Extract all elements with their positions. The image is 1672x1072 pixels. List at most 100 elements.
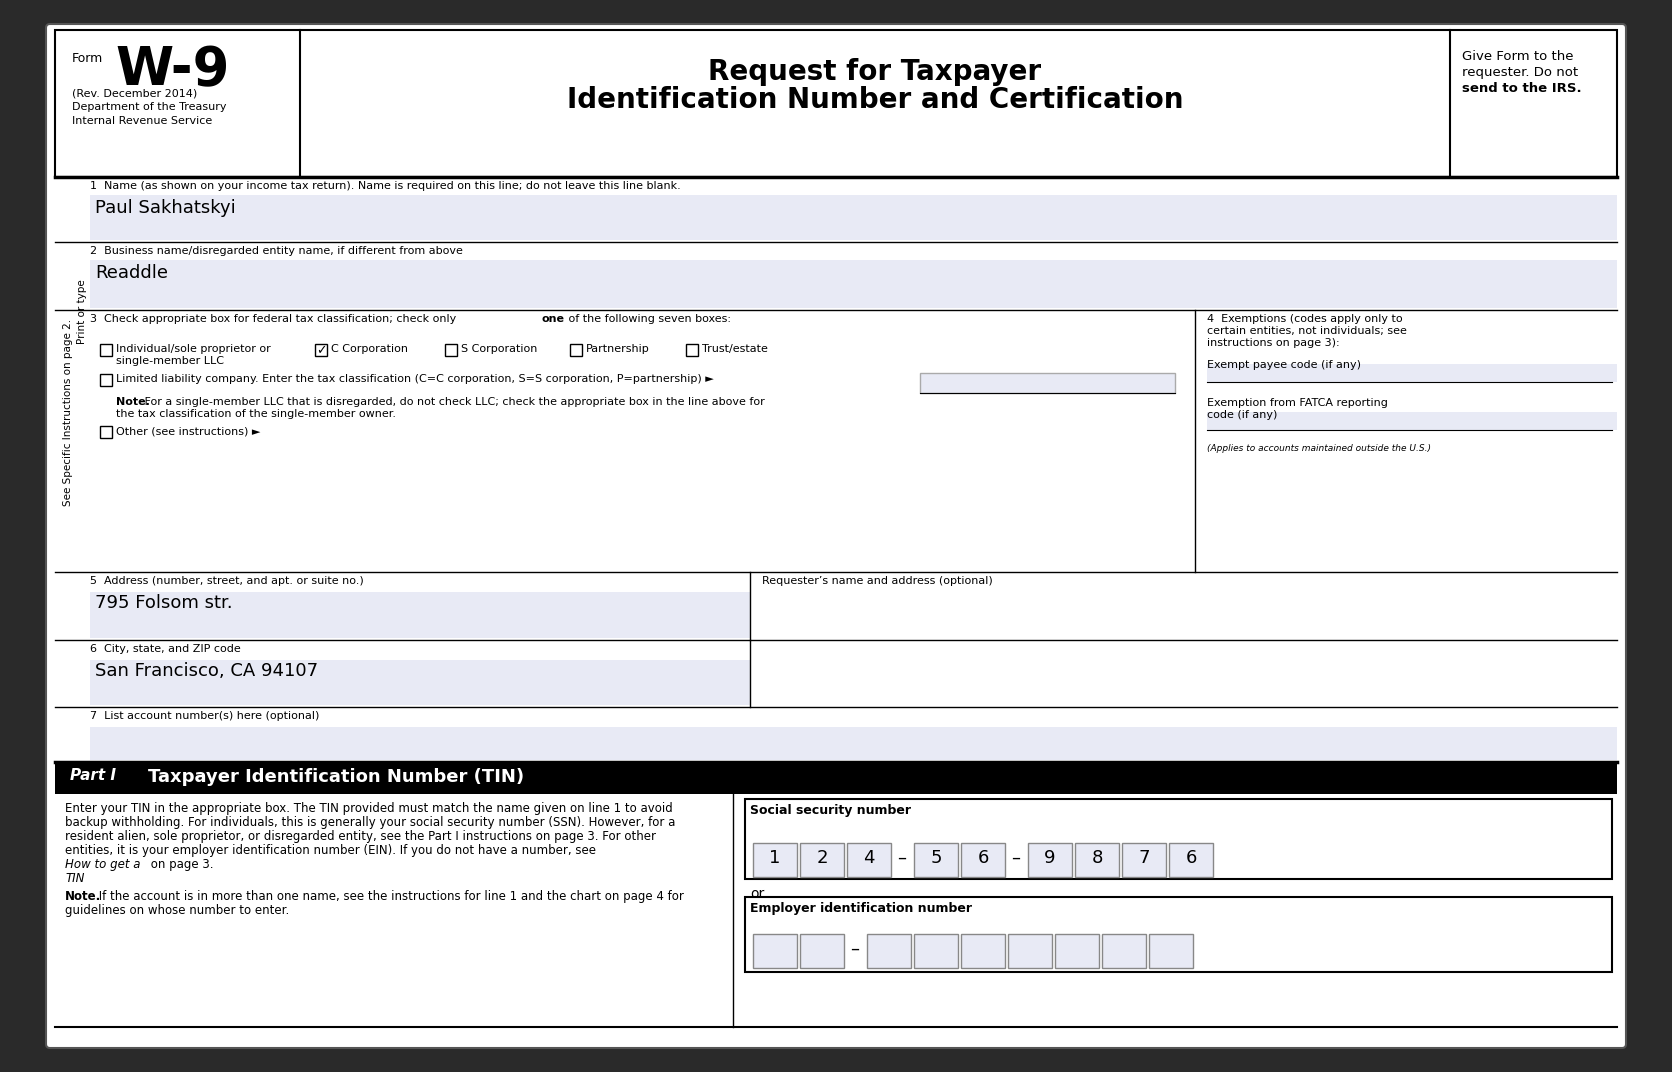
Text: backup withholding. For individuals, this is generally your social security numb: backup withholding. For individuals, thi…	[65, 816, 675, 829]
Bar	[961, 934, 1005, 968]
Text: guidelines on whose number to enter.: guidelines on whose number to enter.	[65, 904, 289, 917]
Text: Employer identification number: Employer identification number	[751, 902, 971, 915]
Text: Other (see instructions) ►: Other (see instructions) ►	[115, 426, 261, 436]
Text: Taxpayer Identification Number (TIN): Taxpayer Identification Number (TIN)	[149, 768, 523, 786]
Text: (Rev. December 2014): (Rev. December 2014)	[72, 88, 197, 98]
Text: on page 3.: on page 3.	[147, 858, 214, 870]
Text: (Applies to accounts maintained outside the U.S.): (Applies to accounts maintained outside …	[1207, 444, 1431, 453]
Text: 7  List account number(s) here (optional): 7 List account number(s) here (optional)	[90, 711, 319, 721]
Text: Department of the Treasury: Department of the Treasury	[72, 102, 226, 111]
Text: 1: 1	[769, 849, 781, 867]
Bar	[100, 374, 112, 386]
Text: Give Form to the: Give Form to the	[1461, 50, 1573, 63]
Bar	[100, 426, 112, 438]
Text: Internal Revenue Service: Internal Revenue Service	[72, 116, 212, 126]
Bar	[55, 762, 1617, 794]
Text: 5  Address (number, street, and apt. or suite no.): 5 Address (number, street, and apt. or s…	[90, 576, 364, 586]
Bar	[90, 660, 751, 705]
Bar	[1075, 843, 1119, 877]
Text: instructions on page 3):: instructions on page 3):	[1207, 338, 1339, 348]
Bar	[1149, 934, 1194, 968]
Bar	[314, 344, 328, 356]
Bar	[746, 897, 1612, 972]
Text: Note.: Note.	[65, 890, 102, 903]
Text: How to get a: How to get a	[65, 858, 140, 870]
Text: –: –	[851, 940, 859, 958]
Text: 4  Exemptions (codes apply only to: 4 Exemptions (codes apply only to	[1207, 314, 1403, 324]
Bar	[90, 195, 1617, 240]
Text: Social security number: Social security number	[751, 804, 911, 817]
Bar	[570, 344, 582, 356]
Text: requester. Do not: requester. Do not	[1461, 66, 1578, 79]
Text: 2: 2	[816, 849, 828, 867]
Text: Readdle: Readdle	[95, 264, 167, 282]
Text: For a single-member LLC that is disregarded, do not check LLC; check the appropr: For a single-member LLC that is disregar…	[140, 397, 764, 407]
Bar	[686, 344, 697, 356]
Bar	[1102, 934, 1145, 968]
Text: W-9: W-9	[115, 44, 229, 96]
Bar	[1207, 412, 1617, 430]
Text: ✓: ✓	[316, 344, 326, 357]
Text: Print or type: Print or type	[77, 280, 87, 344]
Text: 2  Business name/disregarded entity name, if different from above: 2 Business name/disregarded entity name,…	[90, 245, 463, 256]
Bar	[90, 260, 1617, 308]
Text: 9: 9	[1045, 849, 1055, 867]
Bar	[1207, 364, 1617, 382]
Bar	[1122, 843, 1165, 877]
Bar	[915, 934, 958, 968]
Text: Paul Sakhatskyi: Paul Sakhatskyi	[95, 199, 236, 217]
Bar	[445, 344, 456, 356]
Text: Trust/estate: Trust/estate	[702, 344, 767, 354]
Bar	[1169, 843, 1212, 877]
Bar	[746, 799, 1612, 879]
Text: Partnership: Partnership	[585, 344, 650, 354]
Bar	[90, 592, 751, 638]
Bar	[961, 843, 1005, 877]
Text: 8: 8	[1092, 849, 1104, 867]
Text: entities, it is your employer identification number (EIN). If you do not have a : entities, it is your employer identifica…	[65, 844, 595, 857]
Bar	[848, 843, 891, 877]
Text: Request for Taxpayer: Request for Taxpayer	[709, 58, 1042, 86]
Text: of the following seven boxes:: of the following seven boxes:	[565, 314, 731, 324]
Text: Form: Form	[72, 53, 104, 65]
Text: 6: 6	[1185, 849, 1197, 867]
Text: Limited liability company. Enter the tax classification (C=C corporation, S=S co: Limited liability company. Enter the tax…	[115, 374, 714, 384]
Bar	[915, 843, 958, 877]
Text: Exemption from FATCA reporting: Exemption from FATCA reporting	[1207, 398, 1388, 408]
Text: single-member LLC: single-member LLC	[115, 356, 224, 366]
Text: See Specific Instructions on page 2.: See Specific Instructions on page 2.	[64, 318, 74, 506]
Bar	[868, 934, 911, 968]
Text: or: or	[751, 887, 764, 900]
Text: Individual/sole proprietor or: Individual/sole proprietor or	[115, 344, 271, 354]
Text: code (if any): code (if any)	[1207, 410, 1277, 420]
Text: If the account is in more than one name, see the instructions for line 1 and the: If the account is in more than one name,…	[95, 890, 684, 903]
Text: Part I: Part I	[70, 768, 115, 783]
Text: 3  Check appropriate box for federal tax classification; check only: 3 Check appropriate box for federal tax …	[90, 314, 460, 324]
Text: 5: 5	[930, 849, 941, 867]
Text: 6  City, state, and ZIP code: 6 City, state, and ZIP code	[90, 644, 241, 654]
Text: 1  Name (as shown on your income tax return). Name is required on this line; do : 1 Name (as shown on your income tax retu…	[90, 181, 681, 191]
Text: Identification Number and Certification: Identification Number and Certification	[567, 86, 1184, 114]
Text: the tax classification of the single-member owner.: the tax classification of the single-mem…	[115, 410, 396, 419]
Bar	[752, 843, 798, 877]
Text: send to the IRS.: send to the IRS.	[1461, 81, 1582, 95]
Bar	[55, 30, 1617, 177]
FancyBboxPatch shape	[47, 24, 1625, 1048]
Bar	[799, 934, 844, 968]
Bar	[799, 843, 844, 877]
Text: –: –	[1012, 849, 1020, 867]
Text: 7: 7	[1139, 849, 1150, 867]
Text: Note.: Note.	[115, 397, 150, 407]
Bar	[752, 934, 798, 968]
Text: San Francisco, CA 94107: San Francisco, CA 94107	[95, 662, 318, 680]
Bar	[90, 727, 1617, 760]
Bar	[920, 373, 1175, 393]
Text: 795 Folsom str.: 795 Folsom str.	[95, 594, 232, 612]
Bar	[1055, 934, 1099, 968]
Text: 6: 6	[978, 849, 988, 867]
Bar	[1008, 934, 1052, 968]
Text: C Corporation: C Corporation	[331, 344, 408, 354]
Text: Exempt payee code (if any): Exempt payee code (if any)	[1207, 360, 1361, 370]
Bar	[100, 344, 112, 356]
Text: resident alien, sole proprietor, or disregarded entity, see the Part I instructi: resident alien, sole proprietor, or disr…	[65, 830, 655, 843]
